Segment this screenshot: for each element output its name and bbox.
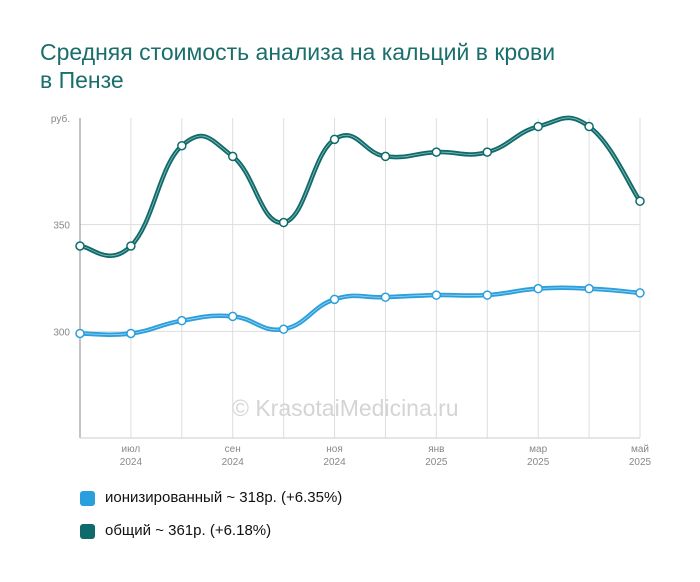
data-point-ionized xyxy=(227,311,238,322)
gridlines xyxy=(80,118,641,438)
x-tick-label-year: 2025 xyxy=(629,457,652,468)
data-point-total xyxy=(635,196,645,206)
legend-swatch-total xyxy=(80,524,95,539)
legend-label-ionized: ионизированный ~ 318р. (+6.35%) xyxy=(105,489,343,506)
legend-swatch-ionized xyxy=(80,491,95,506)
series-line-ionized xyxy=(77,285,643,337)
x-tick-label-month: июл xyxy=(122,444,141,455)
data-point-ionized xyxy=(584,283,594,294)
y-tick-label: 350 xyxy=(53,221,70,232)
chart-title: Средняя стоимость анализа на кальций в к… xyxy=(40,39,556,93)
x-tick-label-year: 2024 xyxy=(120,457,143,468)
data-point-ionized xyxy=(635,288,645,298)
data-point-total xyxy=(278,217,289,228)
x-tick-label-year: 2025 xyxy=(425,457,448,468)
x-tick-label-month: сен xyxy=(225,444,241,455)
data-point-total xyxy=(177,140,187,151)
data-point-ionized xyxy=(329,294,340,305)
series-line-highlight xyxy=(79,117,641,257)
data-point-ionized xyxy=(380,292,391,302)
series-line-total xyxy=(77,115,643,259)
data-point-ionized xyxy=(75,328,85,339)
axes xyxy=(79,118,640,439)
y-axis-unit-label: руб. xyxy=(51,113,70,125)
x-tick-label-year: 2024 xyxy=(222,457,245,468)
tick-labels: 300 350 руб. июл 2024 сен 2024 ноя 2024 янв 2025 ма… xyxy=(51,113,652,468)
data-point-total xyxy=(75,241,85,251)
data-point-ionized xyxy=(482,290,493,300)
x-tick-label-month: мар xyxy=(529,444,547,455)
data-point-ionized xyxy=(431,290,442,300)
data-point-total xyxy=(380,151,391,162)
data-point-total xyxy=(126,241,136,251)
data-point-ionized xyxy=(533,283,543,294)
data-point-total xyxy=(482,147,493,157)
data-point-total xyxy=(227,151,238,162)
x-tick-label-year: 2024 xyxy=(323,457,346,468)
data-point-total xyxy=(329,134,340,145)
x-tick-label-month: май xyxy=(631,444,649,455)
x-tick-label-month: ноя xyxy=(326,444,343,455)
x-tick-label-month: янв xyxy=(428,444,444,455)
data-point-total xyxy=(533,121,543,132)
y-tick-label: 300 xyxy=(53,327,70,338)
data-point-ionized xyxy=(126,328,136,339)
legend-label-total: общий ~ 361р. (+6.18%) xyxy=(105,522,272,539)
x-tick-label-year: 2025 xyxy=(527,457,550,468)
data-point-total xyxy=(431,147,442,157)
series-lines xyxy=(77,115,643,337)
data-point-total xyxy=(584,121,594,132)
data-point-ionized xyxy=(278,324,289,334)
data-point-ionized xyxy=(177,315,187,326)
data-points xyxy=(75,121,645,339)
